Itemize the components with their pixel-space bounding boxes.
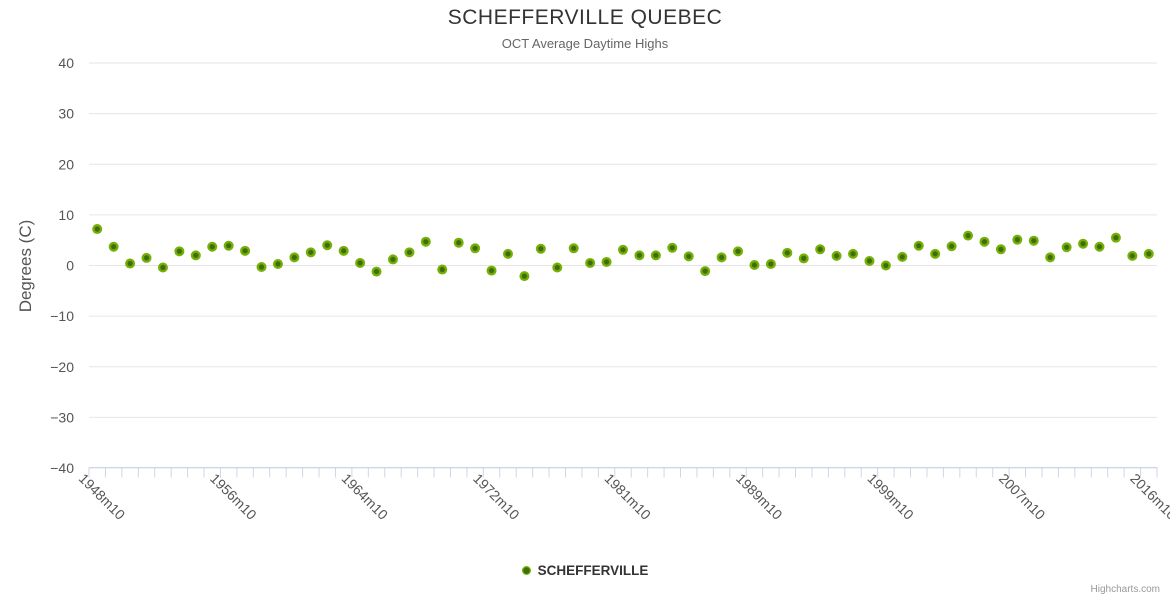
data-point[interactable] xyxy=(749,259,760,270)
data-point[interactable] xyxy=(848,248,859,259)
data-point[interactable] xyxy=(765,258,776,269)
x-axis-label: 2007m10 xyxy=(996,470,1049,523)
data-point[interactable] xyxy=(1078,238,1089,249)
data-point[interactable] xyxy=(1127,250,1138,261)
data-point[interactable] xyxy=(207,241,218,252)
data-point[interactable] xyxy=(108,241,119,252)
data-point[interactable] xyxy=(404,247,415,258)
data-point[interactable] xyxy=(979,236,990,247)
data-point[interactable] xyxy=(880,260,891,271)
y-axis-label: −40 xyxy=(50,460,74,476)
data-point[interactable] xyxy=(1012,234,1023,245)
x-axis-label: 1999m10 xyxy=(864,470,917,523)
data-point[interactable] xyxy=(453,237,464,248)
highcharts-credit[interactable]: Highcharts.com xyxy=(1090,584,1160,595)
data-point[interactable] xyxy=(782,247,793,258)
data-point[interactable] xyxy=(240,245,251,256)
data-point[interactable] xyxy=(930,248,941,259)
data-point[interactable] xyxy=(1028,235,1039,246)
data-point[interactable] xyxy=(486,265,497,276)
data-point[interactable] xyxy=(733,246,744,257)
chart-title: SCHEFFERVILLE QUEBEC xyxy=(447,6,723,29)
data-point[interactable] xyxy=(683,251,694,262)
data-point[interactable] xyxy=(601,256,612,267)
chart-subtitle: OCT Average Daytime Highs xyxy=(501,36,669,51)
x-axis-label: 1956m10 xyxy=(207,470,260,523)
y-axis-label: −20 xyxy=(50,359,74,375)
data-point[interactable] xyxy=(815,244,826,255)
data-point[interactable] xyxy=(157,262,168,273)
x-axis-label: 1981m10 xyxy=(602,470,655,523)
data-point[interactable] xyxy=(798,253,809,264)
data-point[interactable] xyxy=(141,252,152,263)
legend-series-label: SCHEFFERVILLE xyxy=(537,563,649,578)
data-point[interactable] xyxy=(223,240,234,251)
data-point[interactable] xyxy=(897,251,908,262)
data-point[interactable] xyxy=(125,258,136,269)
data-point[interactable] xyxy=(387,254,398,265)
data-point[interactable] xyxy=(1094,241,1105,252)
data-point[interactable] xyxy=(864,255,875,266)
data-point[interactable] xyxy=(535,243,546,254)
y-axis-label: 0 xyxy=(66,258,74,274)
y-axis-title: Degrees (C) xyxy=(16,219,35,313)
y-axis-label: −30 xyxy=(50,409,74,425)
data-point[interactable] xyxy=(322,240,333,251)
data-point[interactable] xyxy=(272,258,283,269)
data-point[interactable] xyxy=(174,246,185,257)
x-axis-label: 1989m10 xyxy=(733,470,786,523)
y-axis-label: 10 xyxy=(58,207,74,223)
data-point[interactable] xyxy=(568,243,579,254)
data-point[interactable] xyxy=(519,271,530,282)
data-point[interactable] xyxy=(946,241,957,252)
x-axis-label: 1972m10 xyxy=(470,470,523,523)
data-point[interactable] xyxy=(552,262,563,273)
data-point[interactable] xyxy=(289,252,300,263)
data-point[interactable] xyxy=(1110,232,1121,243)
data-point[interactable] xyxy=(831,250,842,261)
data-point[interactable] xyxy=(92,224,103,235)
y-axis-label: 20 xyxy=(58,156,74,172)
data-point[interactable] xyxy=(667,242,678,253)
legend-item-schefferville[interactable]: SCHEFFERVILLE xyxy=(0,563,1170,578)
y-axis-label: 30 xyxy=(58,106,74,122)
data-point[interactable] xyxy=(913,240,924,251)
data-point[interactable] xyxy=(716,252,727,263)
data-point[interactable] xyxy=(305,247,316,258)
data-point[interactable] xyxy=(650,250,661,261)
y-axis-label: −10 xyxy=(50,308,74,324)
data-point[interactable] xyxy=(634,250,645,261)
data-point[interactable] xyxy=(371,266,382,277)
data-point[interactable] xyxy=(437,264,448,275)
data-point[interactable] xyxy=(618,244,628,255)
legend-marker-icon xyxy=(521,566,531,575)
data-point[interactable] xyxy=(1061,242,1072,253)
y-axis-label: 40 xyxy=(58,55,74,71)
data-point[interactable] xyxy=(355,257,366,268)
x-axis-label: 2016m10 xyxy=(1127,470,1170,523)
data-point[interactable] xyxy=(700,266,711,277)
data-point[interactable] xyxy=(995,244,1006,255)
data-point[interactable] xyxy=(502,248,513,259)
data-point[interactable] xyxy=(190,250,201,261)
data-point[interactable] xyxy=(256,262,267,273)
x-axis-label: 1964m10 xyxy=(339,470,392,523)
data-point[interactable] xyxy=(585,257,596,268)
data-point[interactable] xyxy=(470,243,481,254)
data-point[interactable] xyxy=(1045,252,1056,263)
data-point[interactable] xyxy=(420,236,431,247)
data-point[interactable] xyxy=(338,245,349,256)
x-axis-label: 1948m10 xyxy=(76,470,129,523)
data-point[interactable] xyxy=(963,230,974,241)
data-point[interactable] xyxy=(1143,248,1154,259)
